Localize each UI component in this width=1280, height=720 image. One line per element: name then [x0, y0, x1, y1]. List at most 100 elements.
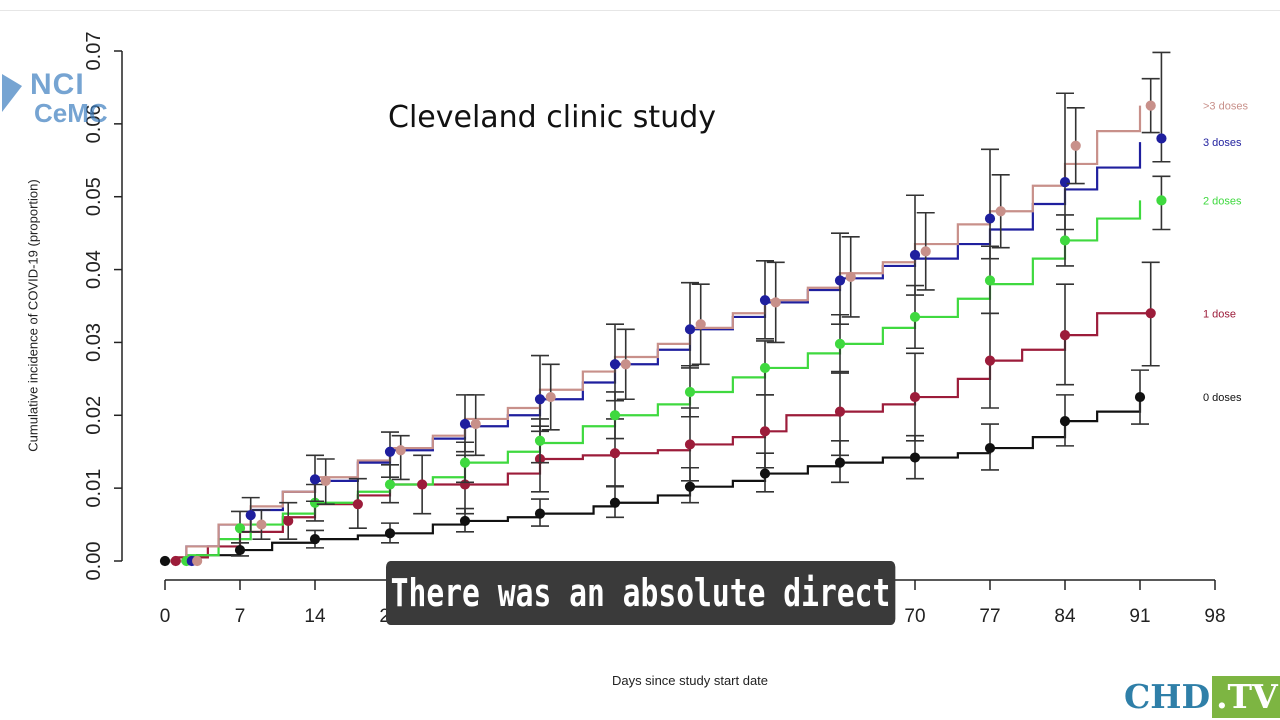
data-point [245, 509, 256, 521]
data-point [1059, 177, 1071, 188]
data-point [759, 295, 771, 306]
data-point [834, 406, 846, 417]
nci-cemc-logo: NCI CeMC [2, 68, 152, 128]
series-line [165, 200, 1142, 563]
data-point [283, 515, 294, 527]
data-point [834, 275, 846, 286]
x-tick-label: 77 [979, 606, 1000, 627]
data-point [684, 481, 696, 492]
data-point [759, 468, 771, 479]
chart-legend: 0 doses 1 dose 2 doses 3 doses >3 doses [1203, 101, 1248, 404]
data-point [834, 338, 846, 349]
x-tick-label: 14 [304, 606, 326, 627]
data-point [909, 391, 921, 403]
data-point [609, 497, 621, 508]
data-point [384, 479, 396, 490]
y-tick-label: 0.07 [83, 32, 105, 71]
data-point [192, 555, 203, 567]
data-point [534, 508, 546, 519]
data-point [759, 426, 771, 437]
legend-label: >3 doses [1203, 101, 1248, 113]
y-tick-label: 0.06 [83, 104, 105, 143]
data-point [609, 359, 621, 370]
video-subtitle: There was an absolute direct [386, 561, 896, 625]
data-point [459, 457, 471, 468]
data-point [1145, 308, 1156, 319]
data-point [620, 359, 631, 370]
data-point [170, 555, 181, 567]
data-point [234, 544, 246, 556]
data-point [1059, 235, 1071, 246]
y-tick-label: 0.03 [83, 323, 105, 362]
data-point [609, 448, 621, 459]
x-tick-label: 7 [235, 606, 246, 627]
data-point [159, 555, 171, 567]
data-point [684, 439, 696, 450]
data-point [1145, 100, 1156, 111]
y-tick-label: 0.01 [83, 469, 105, 508]
data-point [609, 410, 621, 421]
data-point [384, 528, 396, 539]
y-tick-label: 0.05 [83, 177, 105, 216]
x-tick-label: 70 [904, 606, 925, 627]
data-point [234, 523, 246, 534]
frame-top-line [0, 10, 1280, 11]
logo-text-top: NCI [30, 68, 85, 101]
data-point [984, 355, 996, 366]
y-tick-label: 0.02 [83, 396, 105, 435]
chd-tv-logo: CHD .TV [1124, 676, 1280, 718]
data-point [909, 452, 921, 463]
legend-label: 1 dose [1203, 308, 1236, 320]
logo-text-bottom: CeMC [34, 98, 108, 128]
data-point [1134, 391, 1146, 403]
data-point [920, 246, 931, 257]
legend-label: 3 doses [1203, 137, 1242, 149]
data-point [845, 271, 856, 282]
data-point [909, 249, 921, 261]
data-point [470, 418, 481, 430]
logo-mark-icon [2, 74, 22, 112]
data-point [1059, 330, 1071, 341]
slide-title: Cleveland clinic study [388, 100, 717, 135]
data-point [309, 534, 321, 545]
data-point [384, 446, 396, 457]
legend-label: 0 doses [1203, 392, 1242, 404]
data-point [1156, 133, 1167, 144]
data-point [684, 324, 696, 335]
x-tick-label: 0 [160, 606, 171, 627]
data-point [309, 474, 321, 485]
data-point [1059, 416, 1071, 427]
data-point [984, 442, 996, 454]
y-axis-label: Cumulative incidence of COVID-19 (propor… [25, 179, 41, 452]
data-point [534, 435, 546, 446]
series-line [165, 105, 1142, 563]
data-point [459, 515, 471, 527]
data-point [534, 394, 546, 405]
x-axis-label: Days since study start date [611, 673, 769, 688]
data-point [909, 311, 921, 323]
brand-main-text: CHD [1124, 677, 1211, 716]
data-point [684, 386, 696, 398]
legend-label: 2 doses [1203, 195, 1242, 207]
brand-suffix-text: .TV [1212, 676, 1280, 718]
data-point [320, 475, 331, 486]
data-point [995, 206, 1006, 217]
data-point [770, 297, 781, 308]
data-point [395, 445, 406, 456]
data-point [984, 275, 996, 286]
y-tick-label: 0.04 [83, 250, 105, 289]
data-point [834, 457, 846, 468]
data-point [545, 391, 556, 403]
data-point [695, 319, 706, 330]
data-point [1156, 195, 1167, 206]
series-line [165, 312, 1151, 563]
data-point [1070, 140, 1081, 151]
chart-plot-area [159, 51, 1171, 567]
data-point [352, 499, 363, 510]
data-point [256, 519, 267, 530]
data-point [984, 213, 996, 224]
y-tick-label: 0.00 [83, 542, 105, 581]
x-tick-label: 84 [1054, 606, 1076, 627]
x-tick-label: 98 [1204, 606, 1225, 627]
